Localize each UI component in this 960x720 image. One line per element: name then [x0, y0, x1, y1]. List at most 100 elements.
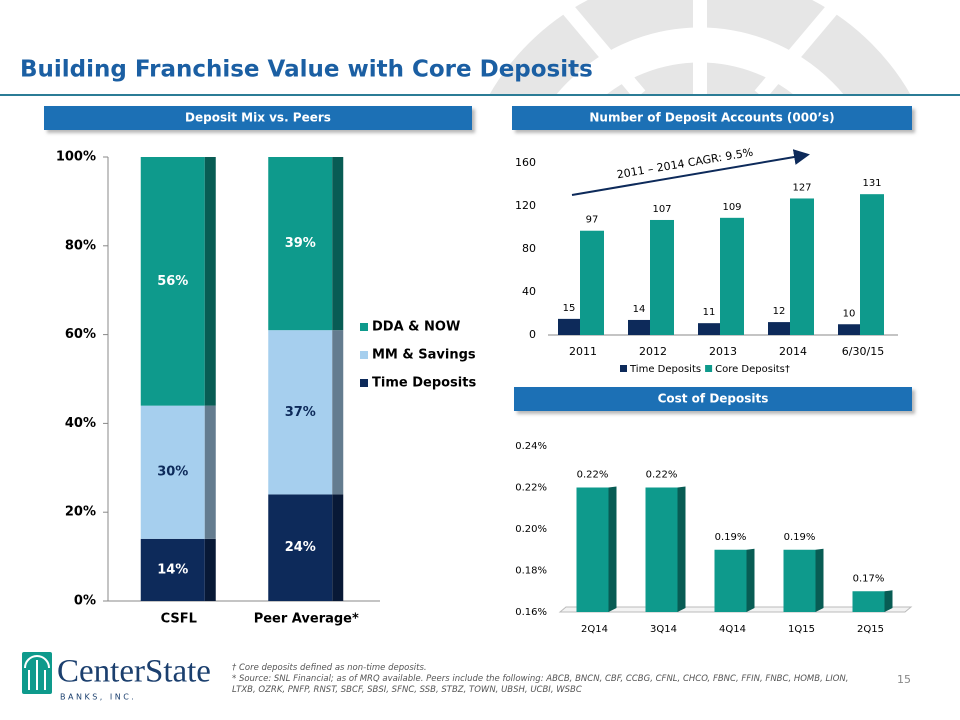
bar-side — [332, 494, 344, 601]
y-tick-label: 0.18% — [515, 566, 547, 577]
y-tick-label: 160 — [515, 156, 536, 169]
logo-name: CenterState — [57, 654, 211, 690]
bar — [650, 219, 674, 335]
y-tick-label: 0 — [529, 328, 536, 341]
legend-swatch — [360, 379, 368, 387]
bar — [768, 322, 790, 335]
bar — [852, 591, 885, 612]
value-label: 12 — [773, 306, 786, 317]
x-tick-label: 2Q15 — [857, 624, 884, 635]
y-tick-label: 0.22% — [515, 483, 547, 494]
x-tick-label: 2012 — [639, 345, 667, 358]
bar-side — [884, 590, 893, 612]
bar — [580, 230, 604, 335]
bar — [838, 324, 860, 335]
footnote: * Source: SNL Financial; as of MRQ avail… — [232, 674, 849, 695]
legend-label: MM & Savings — [372, 348, 476, 363]
y-tick-label: 0.20% — [515, 524, 547, 535]
slide-title: Building Franchise Value with Core Depos… — [20, 57, 593, 83]
bar-side — [204, 538, 216, 601]
chart-header: Cost of Deposits — [658, 392, 769, 406]
value-label: 0.22% — [577, 470, 609, 481]
x-tick-label: CSFL — [161, 612, 197, 627]
y-tick-label: 120 — [515, 199, 536, 212]
legend-label: Time Deposits — [629, 364, 701, 375]
bar-side — [608, 486, 617, 612]
page-number: 15 — [897, 673, 911, 686]
bar-side — [746, 548, 755, 612]
bar — [698, 323, 720, 335]
x-tick-label: Peer Average* — [254, 612, 359, 627]
bar — [720, 217, 744, 335]
x-tick-label: 2014 — [779, 345, 807, 358]
bar-side — [204, 157, 216, 406]
y-tick-label: 0.24% — [515, 441, 547, 452]
bar-segment — [268, 157, 333, 331]
value-label: 14% — [157, 562, 188, 577]
legend-swatch — [360, 323, 368, 331]
value-label: 37% — [285, 405, 316, 420]
x-tick-label: 4Q14 — [719, 624, 746, 635]
value-label: 127 — [792, 182, 811, 193]
bar-segment — [268, 494, 333, 601]
footnote: † Core deposits defined as non-time depo… — [232, 663, 427, 673]
value-label: 0.22% — [646, 470, 678, 481]
value-label: 39% — [285, 236, 316, 251]
value-label: 0.19% — [784, 532, 816, 543]
chart-header: Deposit Mix vs. Peers — [185, 111, 331, 125]
x-tick-label: 1Q15 — [788, 624, 815, 635]
legend-swatch — [705, 365, 713, 372]
x-tick-label: 3Q14 — [650, 624, 677, 635]
legend-label: Core Deposits† — [715, 364, 790, 375]
y-tick-label: 0% — [74, 594, 96, 609]
bar-segment — [140, 157, 205, 406]
watermark — [489, 0, 911, 95]
value-label: 56% — [157, 274, 188, 289]
x-tick-label: 2011 — [569, 345, 597, 358]
logo-subtitle: BANKS, INC. — [60, 693, 136, 702]
y-tick-label: 40 — [522, 285, 536, 298]
bar-side — [815, 548, 824, 612]
bar-segment — [268, 330, 333, 495]
bar-side — [332, 330, 344, 495]
bar — [645, 487, 678, 612]
bar-side — [677, 486, 686, 612]
header-bar — [512, 106, 912, 130]
header-bar — [44, 106, 472, 130]
logo — [22, 652, 52, 694]
value-label: 10 — [843, 308, 856, 319]
bar — [576, 487, 609, 612]
value-label: 24% — [285, 540, 316, 555]
x-tick-label: 2Q14 — [581, 624, 608, 635]
y-tick-label: 100% — [56, 150, 96, 165]
value-label: 14 — [633, 304, 646, 315]
chart-header: Number of Deposit Accounts (000’s) — [589, 111, 834, 125]
y-tick-label: 0.16% — [515, 607, 547, 618]
value-label: 97 — [586, 215, 599, 226]
value-label: 15 — [563, 303, 576, 314]
value-label: 30% — [157, 465, 188, 480]
value-label: 0.19% — [715, 532, 747, 543]
y-tick-label: 80 — [522, 242, 536, 255]
legend-label: Time Deposits — [372, 376, 476, 391]
bar — [714, 549, 747, 612]
value-label: 109 — [722, 202, 741, 213]
value-label: 0.17% — [853, 573, 885, 584]
bar — [628, 319, 650, 335]
bar — [558, 318, 580, 335]
x-tick-label: 6/30/15 — [842, 345, 884, 358]
x-tick-label: 2013 — [709, 345, 737, 358]
value-label: 107 — [652, 204, 671, 215]
legend-label: DDA & NOW — [372, 320, 460, 335]
bar-side — [204, 405, 216, 539]
bar-side — [332, 157, 344, 331]
y-tick-label: 20% — [65, 505, 96, 520]
annotation-arrow — [571, 149, 810, 196]
bar — [860, 194, 884, 335]
bar — [790, 198, 814, 335]
value-label: 11 — [703, 307, 716, 318]
value-label: 131 — [862, 178, 881, 189]
y-tick-label: 40% — [65, 416, 96, 431]
